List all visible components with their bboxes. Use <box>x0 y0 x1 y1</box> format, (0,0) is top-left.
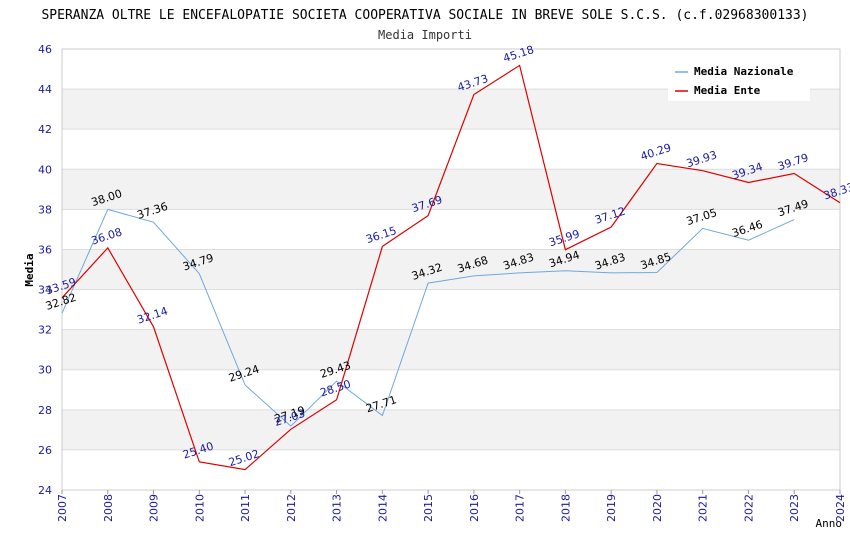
y-axis-ticks: 24 26 28 30 32 34 36 38 40 42 44 46 <box>38 43 52 497</box>
series-lines <box>61 64 841 471</box>
y-tick-label: 38 <box>38 203 52 216</box>
data-label-media-ente: 36.15 <box>364 224 398 246</box>
x-tick-label: 2017 <box>514 494 527 522</box>
x-tick-label: 2019 <box>605 494 618 522</box>
x-tick-label: 2021 <box>697 494 710 522</box>
data-label-media-ente: 28.50 <box>319 377 353 399</box>
x-tick-label: 2023 <box>788 494 801 522</box>
x-tick-label: 2010 <box>193 494 206 522</box>
y-tick-label: 32 <box>38 324 52 337</box>
x-tick-label: 2024 <box>834 494 847 522</box>
chart-title: SPERANZA OLTRE LE ENCEFALOPATIE SOCIETA … <box>41 8 808 23</box>
legend-box <box>668 57 810 101</box>
series-line-media-ente <box>61 64 841 471</box>
data-label-media-ente: 40.29 <box>639 141 673 163</box>
x-tick-label: 2022 <box>742 494 755 522</box>
y-tick-label: 44 <box>38 83 52 96</box>
legend: Media Nazionale Media Ente <box>668 57 810 101</box>
grid-band <box>62 329 840 370</box>
x-tick-label: 2013 <box>331 494 344 522</box>
data-label-media-ente: 45.18 <box>502 43 536 65</box>
y-tick-label: 42 <box>38 123 52 136</box>
x-tick-label: 2014 <box>376 494 389 522</box>
x-tick-label: 2011 <box>239 494 252 522</box>
y-tick-label: 26 <box>38 444 52 457</box>
legend-label-media-ente: Media Ente <box>694 84 761 97</box>
data-label-media-ente: 36.08 <box>90 225 124 247</box>
plot-bands <box>62 89 840 450</box>
data-label-media-ente: 32.14 <box>135 304 169 326</box>
y-tick-label: 36 <box>38 243 52 256</box>
x-tick-label: 2016 <box>468 494 481 522</box>
plot-area <box>61 48 841 491</box>
y-tick-label: 34 <box>38 284 52 297</box>
x-axis-label: Anno <box>816 517 843 530</box>
data-label-media-ente: 39.93 <box>685 148 719 170</box>
data-label-media-ente: 25.02 <box>227 447 261 469</box>
x-tick-label: 2012 <box>285 494 298 522</box>
x-tick-label: 2015 <box>422 494 435 522</box>
x-tick-label: 2009 <box>148 494 161 522</box>
legend-label-media-nazionale: Media Nazionale <box>694 65 794 78</box>
x-tick-label: 2018 <box>559 494 572 522</box>
y-tick-label: 40 <box>38 163 52 176</box>
data-label-media-nazionale: 36.46 <box>730 218 764 240</box>
x-tick-label: 2008 <box>102 494 115 522</box>
y-tick-label: 46 <box>38 43 52 56</box>
x-tick-label: 2020 <box>651 494 664 522</box>
y-tick-label: 24 <box>38 484 52 497</box>
chart-subtitle: Media Importi <box>378 28 472 42</box>
grid-band <box>62 169 840 210</box>
grid-band <box>62 409 840 450</box>
y-axis-label: Media <box>23 253 36 286</box>
y-tick-label: 30 <box>38 364 52 377</box>
series-line-media-nazionale <box>61 208 795 427</box>
y-tick-label: 28 <box>38 404 52 417</box>
x-tick-label: 2007 <box>56 494 69 522</box>
x-axis-ticks: 2007 2008 2009 2010 2011 2012 2013 2014 2015 2016… <box>56 490 847 522</box>
grid-band <box>62 249 840 290</box>
